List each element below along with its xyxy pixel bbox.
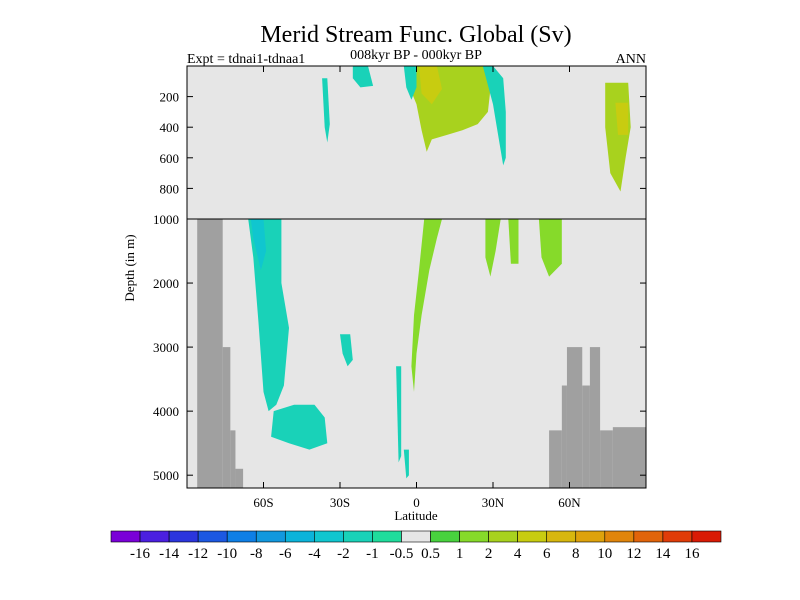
colorbar-swatch <box>314 530 344 543</box>
colorbar-swatch <box>575 530 606 543</box>
colorbar-swatch <box>284 530 315 543</box>
colorbar-swatch <box>430 530 460 543</box>
y-axis-label: Depth (in m) <box>122 234 137 301</box>
y-tick-label: 2000 <box>153 276 179 291</box>
land-mask-block <box>230 430 236 488</box>
y-tick-label: 1000 <box>153 212 179 227</box>
colorbar-swatch <box>517 530 548 543</box>
colorbar-label: -16 <box>130 546 150 562</box>
colorbar-swatch <box>633 530 664 543</box>
colorbar-label: 4 <box>514 546 522 562</box>
land-mask-block <box>222 347 231 488</box>
contour-region-upper-cyan-27s <box>352 66 374 88</box>
chart-title: Merid Stream Func. Global (Sv) <box>260 22 571 48</box>
land-mask-block <box>582 385 590 488</box>
colorbar-swatch <box>139 530 170 543</box>
colorbar-label: 14 <box>655 546 671 562</box>
chart-subtitle-left: Expt = tdnai1-tdnaa1 <box>187 52 305 67</box>
y-tick-label: 3000 <box>153 340 179 355</box>
colorbar-swatch <box>372 530 402 543</box>
colorbar-label: 6 <box>543 546 551 562</box>
colorbar-swatch <box>488 530 518 543</box>
land-mask-block <box>566 347 583 488</box>
contour-region-upper-cyan-35s <box>322 78 330 143</box>
colorbar-label: -4 <box>308 546 321 562</box>
colorbar-label: -14 <box>159 546 179 562</box>
land-mask-block <box>561 385 567 488</box>
contour-region-upper-cyan-30n <box>482 66 506 166</box>
colorbar-label: -10 <box>217 546 237 562</box>
colorbar-label: -8 <box>250 546 263 562</box>
colorbar-label: 8 <box>572 546 580 562</box>
colorbar-swatch <box>226 530 257 543</box>
colorbar-label: -2 <box>337 546 350 562</box>
y-tick-label: 400 <box>160 120 180 135</box>
colorbar-label: 0.5 <box>421 546 440 562</box>
colorbar-swatch <box>343 530 373 543</box>
colorbar-label: -12 <box>188 546 208 562</box>
colorbar-swatch <box>604 530 635 543</box>
colorbar-swatch <box>110 530 141 543</box>
y-tick-label: 200 <box>160 90 180 105</box>
colorbar-label: 2 <box>485 546 493 562</box>
contour-region-deep-southern-core <box>250 219 267 271</box>
land-mask-block <box>549 430 562 488</box>
land-mask-block <box>235 468 244 488</box>
contour-region-deep-north-green-1 <box>485 219 501 277</box>
colorbar-swatch <box>459 530 489 543</box>
colorbar-label: -1 <box>366 546 379 562</box>
chart-subtitle-right: ANN <box>616 52 646 67</box>
colorbar-swatch <box>168 530 199 543</box>
land-mask-block <box>589 347 601 488</box>
contour-region-upper-main-core <box>419 66 442 105</box>
x-axis-label: Latitude <box>394 508 438 523</box>
y-tick-label: 800 <box>160 181 180 196</box>
colorbar-label: 10 <box>597 546 612 562</box>
colorbar-label: -0.5 <box>390 546 414 562</box>
contour-region-deep-north-green-2 <box>508 219 519 264</box>
colorbar-label: 16 <box>684 546 700 562</box>
plot-area <box>187 66 646 488</box>
colorbar-swatch <box>662 530 693 543</box>
colorbar-label: 12 <box>626 546 641 562</box>
contour-region-deep-north-green-3 <box>538 219 562 277</box>
x-tick-label: 30S <box>330 495 350 510</box>
contour-region-upper-core-north <box>615 102 629 135</box>
x-tick-label: 0 <box>413 495 420 510</box>
contour-region-upper-cyan-west <box>403 66 417 100</box>
contour-region-abyssal-southern-cell <box>271 404 328 450</box>
land-mask-block <box>197 219 223 488</box>
colorbar-swatch <box>546 530 577 543</box>
x-tick-label: 60N <box>558 495 581 510</box>
colorbar-swatch <box>401 530 431 543</box>
chart-subtitle-center: 008kyr BP - 000kyr BP <box>350 48 482 63</box>
colorbar-swatch <box>197 530 228 543</box>
colorbar-swatch <box>255 530 286 543</box>
colorbar: -16 -14 -12 -10 -8 -6 -4 -2 -1 -0.5 0.5 1 2 4 6 8 10 12 14… <box>110 530 722 562</box>
colorbar-swatch <box>691 530 722 543</box>
y-tick-label: 600 <box>160 151 180 166</box>
x-tick-label: 30N <box>482 495 505 510</box>
contour-region-deep-cyan-low <box>403 449 409 479</box>
colorbar-label: -6 <box>279 546 292 562</box>
colorbar-label: 1 <box>456 546 464 562</box>
axes: 60S 30S 0 30N 60N 200 400 600 800 1000 2000 3000 400… <box>153 65 647 510</box>
y-tick-label: 4000 <box>153 404 179 419</box>
contour-region-deep-cyan-40s <box>340 334 353 367</box>
land-mask-block <box>600 430 613 488</box>
contour-region-deep-equatorial-green <box>411 219 442 392</box>
contour-region-deep-cyan-10s <box>396 366 402 463</box>
y-tick-label: 5000 <box>153 468 179 483</box>
x-tick-label: 60S <box>253 495 273 510</box>
land-mask-block <box>612 427 646 488</box>
contour-region-deep-southern-cell <box>248 219 289 412</box>
